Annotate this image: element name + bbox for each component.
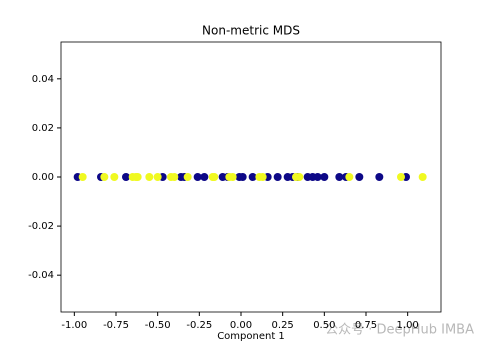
x-axis-label: Component 1 xyxy=(217,331,285,342)
point xyxy=(418,173,427,181)
point xyxy=(355,173,364,181)
y-tick-label: 0.00 xyxy=(32,172,54,183)
point xyxy=(313,173,322,181)
point xyxy=(295,173,304,181)
point xyxy=(273,173,282,181)
x-tick-label: -1.00 xyxy=(61,320,87,331)
y-tick-label: -0.04 xyxy=(28,270,54,281)
point xyxy=(193,173,202,181)
point xyxy=(258,173,267,181)
x-tick-label: -0.50 xyxy=(145,320,171,331)
watermark: 公众号 · DeepHub IMBA xyxy=(325,323,474,338)
x-tick-label: 1.00 xyxy=(397,320,419,331)
x-tick-label: 0.00 xyxy=(230,320,252,331)
point xyxy=(375,173,384,181)
point xyxy=(228,173,237,181)
y-tick-label: 0.02 xyxy=(32,123,54,134)
point xyxy=(248,173,257,181)
point xyxy=(200,173,209,181)
y-tick-label: 0.04 xyxy=(32,74,54,85)
x-tick-label: 0.25 xyxy=(272,320,294,331)
point xyxy=(153,173,162,181)
point xyxy=(397,173,405,181)
point xyxy=(122,173,130,181)
x-tick-label: -0.75 xyxy=(103,320,129,331)
point xyxy=(238,173,247,181)
plot-frame xyxy=(60,41,442,313)
x-tick-label: 0.75 xyxy=(355,320,377,331)
point xyxy=(133,173,142,181)
point xyxy=(170,173,179,181)
point xyxy=(183,173,192,181)
point xyxy=(210,173,219,181)
x-tick-label: -0.25 xyxy=(186,320,212,331)
chart-title: Non-metric MDS xyxy=(202,24,300,38)
point xyxy=(145,173,154,181)
point xyxy=(335,173,344,181)
point xyxy=(78,173,87,181)
x-tick-label: 0.50 xyxy=(313,320,335,331)
point xyxy=(100,173,109,181)
point xyxy=(345,173,354,181)
point xyxy=(320,173,329,181)
y-tick-label: -0.02 xyxy=(28,221,54,232)
point xyxy=(110,173,119,181)
